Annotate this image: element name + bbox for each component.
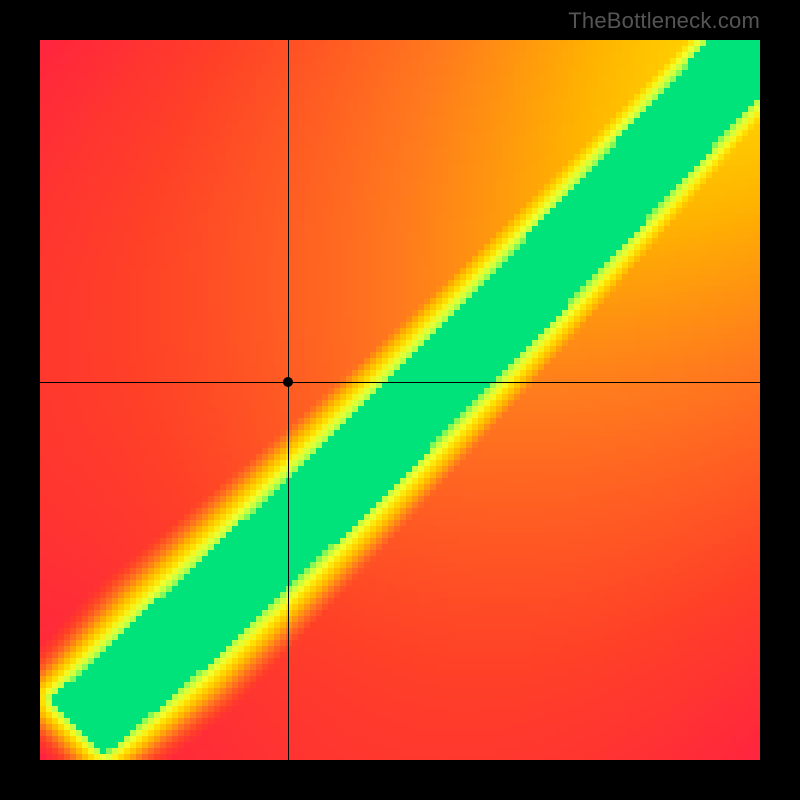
crosshair-horizontal	[40, 382, 760, 383]
crosshair-vertical	[288, 40, 289, 760]
watermark-text: TheBottleneck.com	[568, 8, 760, 34]
crosshair-marker	[283, 377, 293, 387]
plot-area	[40, 40, 760, 760]
bottleneck-heatmap	[40, 40, 760, 760]
chart-frame: TheBottleneck.com	[0, 0, 800, 800]
